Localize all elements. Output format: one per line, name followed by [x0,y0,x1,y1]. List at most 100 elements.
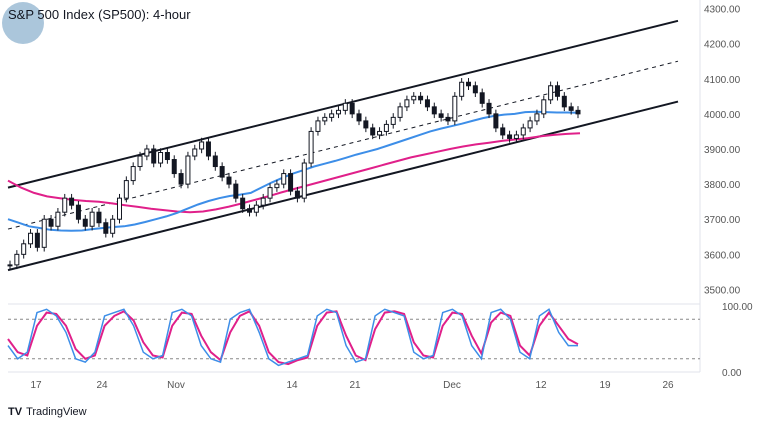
candle-body [294,190,300,199]
candle-body [96,211,102,224]
osc-y-tick-label: 0.00 [722,368,742,379]
candle-body [520,127,526,136]
candle-body [144,148,150,157]
candle-body [377,130,383,136]
candle-body [404,99,410,108]
x-tick-label: 12 [535,380,547,391]
candle-body [240,197,246,210]
candle-body [315,120,321,132]
candle-body [507,134,513,139]
candle-body [390,116,396,125]
candle-body [21,243,27,255]
y-tick-label: 4100.00 [704,75,741,86]
candle-body [116,197,122,220]
x-tick-label: Dec [443,380,461,391]
candle-body [103,222,109,234]
candle-body [527,120,533,129]
candle-body [130,166,136,182]
x-tick-label: 14 [286,380,298,391]
candle-body [335,109,341,115]
candle-body [82,218,88,227]
candle-body [274,183,280,189]
y-tick-label: 4200.00 [704,40,741,51]
y-tick-label: 3700.00 [704,215,741,226]
candle-body [69,197,75,206]
candle-body [226,176,232,185]
candle-body [397,106,403,118]
candle-body [151,148,157,164]
candle-body [28,232,34,245]
candle-body [466,81,472,87]
candle-body [418,95,424,101]
brand-label: TradingView [26,406,87,418]
candle-body [493,113,499,129]
chart-title: S&P 500 Index (SP500): 4-hour [8,7,191,22]
stoch-k-line [7,308,578,367]
candle-body [48,218,54,227]
candle-body [329,113,335,118]
tradingview-brand[interactable]: TV TradingView [8,406,87,418]
candle-body [212,155,218,168]
y-tick-label: 4300.00 [704,5,741,16]
x-tick-label: 26 [662,380,674,391]
candle-body [370,127,376,136]
candle-body [55,211,61,227]
tradingview-logo-icon: TV [8,406,23,418]
candle-body [281,173,287,185]
candle-body [554,85,560,97]
candle-body [7,264,13,267]
candle-body [192,148,198,157]
x-tick-label: 21 [349,380,361,391]
candle-body [513,134,519,139]
candle-body [260,197,266,206]
candle-body [89,211,95,227]
candle-body [548,85,554,101]
candle-body [158,152,164,164]
candle-body [575,109,581,115]
candle-body [34,232,40,248]
candle-body [178,173,184,185]
x-tick-label: 19 [599,380,611,391]
candle-body [205,141,211,157]
candle-body [185,155,191,185]
candle-body [233,183,239,199]
book-seal-icon [2,2,44,44]
y-tick-label: 3500.00 [704,285,741,296]
candle-body [41,218,47,248]
candle-body [267,187,273,199]
x-tick-label: 17 [30,380,42,391]
candle-body [349,102,355,115]
candle-body [383,123,389,132]
y-tick-label: 3600.00 [704,250,741,261]
candle-body [137,155,143,168]
x-tick-label: 24 [96,380,108,391]
candle-body [486,102,492,115]
y-tick-label: 3800.00 [704,180,741,191]
candle-body [75,204,81,220]
candle-body [62,197,68,213]
channel-lower-line [7,100,679,272]
candle-body [534,113,540,122]
candle-body [171,159,177,175]
candle-body [445,116,451,122]
candle-body [342,102,348,111]
candle-body [14,253,20,266]
candle-body [363,120,369,129]
candle-body [568,106,574,111]
y-tick-label: 4000.00 [704,110,741,121]
x-tick-label: Nov [167,380,185,391]
candle-body [301,162,307,199]
candle-body [356,113,362,122]
candle-body [561,95,567,108]
candle-body [110,218,116,234]
candle-body [123,180,129,199]
candle-body [452,95,458,122]
candle-body [288,173,294,192]
candle-body [431,106,437,115]
candle-body [411,95,417,101]
candle-body [219,166,225,178]
osc-y-tick-label: 100.00 [722,302,753,313]
candle-body [479,92,485,104]
